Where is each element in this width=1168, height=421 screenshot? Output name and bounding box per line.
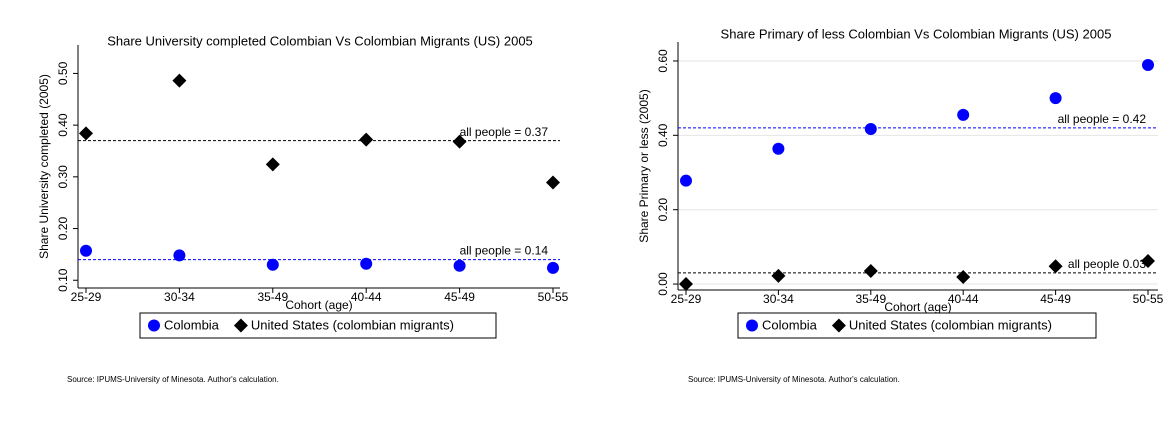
point bbox=[1141, 253, 1155, 268]
x-tick-label: 35-49 bbox=[257, 290, 288, 304]
y-tick-label: 0.00 bbox=[656, 272, 670, 296]
chart-title: Share Primary of less Colombian Vs Colom… bbox=[721, 26, 1112, 41]
point bbox=[546, 175, 560, 190]
reference-label: all people = 0.37 bbox=[460, 125, 549, 139]
point bbox=[956, 269, 971, 284]
source-note: Source: IPUMS-University of Minesota. Au… bbox=[688, 375, 900, 384]
x-tick-label: 30-34 bbox=[763, 292, 794, 306]
x-tick-label: 25-29 bbox=[671, 292, 702, 306]
y-tick-label: 0.60 bbox=[656, 49, 670, 73]
x-tick-label: 45-49 bbox=[444, 290, 475, 304]
y-tick-label: 0.30 bbox=[56, 165, 70, 189]
point bbox=[79, 126, 93, 141]
x-tick-label: 30-34 bbox=[164, 290, 195, 304]
point bbox=[360, 257, 373, 270]
y-tick-label: 0.40 bbox=[656, 123, 670, 147]
point bbox=[233, 318, 248, 333]
x-tick-label: 35-49 bbox=[855, 292, 886, 306]
chart: Share Primary of less Colombian Vs Colom… bbox=[637, 26, 1163, 384]
point bbox=[680, 174, 692, 187]
point bbox=[148, 319, 160, 332]
point bbox=[772, 142, 785, 155]
x-tick-label: 25-29 bbox=[71, 290, 102, 304]
legend-label: Colombia bbox=[164, 317, 220, 332]
point bbox=[1048, 259, 1063, 274]
point bbox=[746, 319, 758, 332]
point bbox=[452, 134, 467, 149]
point bbox=[771, 268, 786, 283]
x-tick-label: 40-44 bbox=[351, 290, 382, 304]
point bbox=[679, 277, 693, 292]
point bbox=[265, 157, 280, 172]
reference-label: all people = 0.14 bbox=[460, 244, 549, 258]
legend-label: United States (colombian migrants) bbox=[251, 317, 454, 332]
point bbox=[172, 73, 187, 88]
point bbox=[359, 132, 374, 147]
reference-label: all people = 0.42 bbox=[1058, 112, 1147, 126]
point bbox=[957, 108, 970, 121]
x-tick-label: 45-49 bbox=[1040, 292, 1071, 306]
point bbox=[1049, 92, 1062, 105]
point bbox=[266, 258, 279, 271]
point bbox=[863, 264, 878, 279]
point bbox=[453, 259, 466, 272]
point bbox=[831, 318, 846, 333]
x-tick-label: 50-55 bbox=[538, 290, 569, 304]
legend-label: Colombia bbox=[762, 317, 818, 332]
x-tick-label: 40-44 bbox=[948, 292, 979, 306]
y-tick-label: 0.10 bbox=[56, 268, 70, 292]
point bbox=[173, 249, 186, 262]
y-tick-label: 0.50 bbox=[56, 61, 70, 85]
point bbox=[80, 244, 92, 257]
x-axis-label: Cohort (age) bbox=[884, 300, 951, 314]
legend-box bbox=[139, 312, 497, 339]
point bbox=[864, 123, 877, 136]
chart-title: Share University completed Colombian Vs … bbox=[107, 33, 533, 48]
reference-label: all people 0.03 bbox=[1068, 257, 1146, 271]
source-note: Source: IPUMS-University of Minesota. Au… bbox=[67, 375, 279, 384]
point bbox=[1142, 59, 1154, 72]
y-tick-label: 0.20 bbox=[56, 217, 70, 241]
y-axis-label: Share Primary or less (2005) bbox=[637, 89, 651, 242]
legend-label: United States (colombian migrants) bbox=[849, 317, 1052, 332]
y-tick-label: 0.40 bbox=[56, 113, 70, 137]
legend-box bbox=[737, 312, 1097, 339]
y-axis-label: Share University completed (2005) bbox=[37, 74, 51, 259]
x-tick-label: 50-55 bbox=[1133, 292, 1164, 306]
chart: Share University completed Colombian Vs … bbox=[37, 33, 568, 384]
x-axis-label: Cohort (age) bbox=[285, 298, 352, 312]
point bbox=[547, 261, 559, 274]
y-tick-label: 0.20 bbox=[656, 198, 670, 222]
